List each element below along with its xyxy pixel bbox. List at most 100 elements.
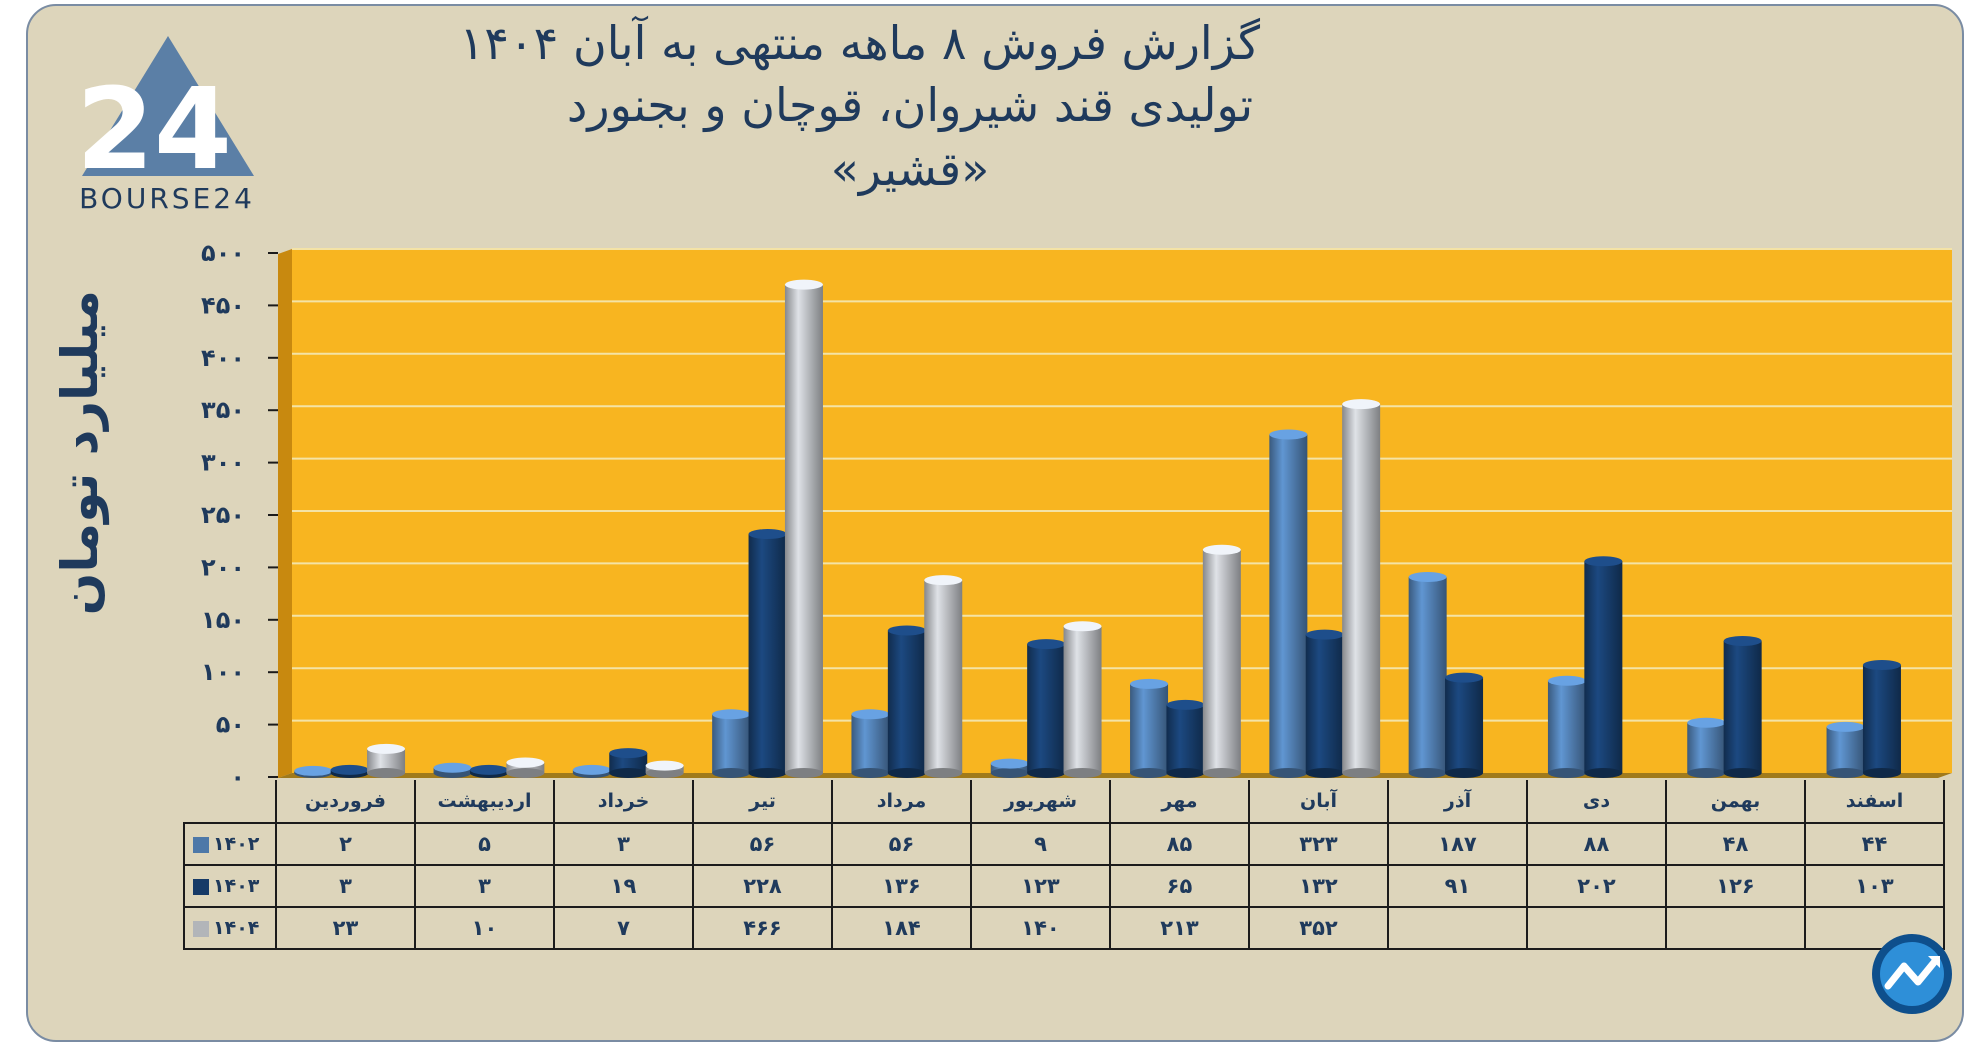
bar-body (712, 714, 751, 773)
data-cell: ۲ (275, 822, 416, 866)
data-cell: ۳۲۳ (1248, 822, 1389, 866)
bar-base (1305, 768, 1344, 778)
bar-body (1687, 722, 1726, 773)
data-cell: ۱۸۷ (1387, 822, 1528, 866)
bar-body (506, 762, 545, 773)
table-corner (184, 780, 277, 824)
bar-۱۴۰۴-3 (784, 279, 823, 778)
bar-base (784, 768, 823, 778)
bar-base (1723, 768, 1762, 778)
bar-base (609, 768, 648, 778)
data-cell: ۳ (414, 864, 555, 908)
bar-top (990, 758, 1029, 769)
bar-۱۴۰۳-4 (887, 625, 926, 778)
bar-base (1202, 768, 1241, 778)
month-label: مهر (1109, 780, 1250, 824)
bar-۱۴۰۳-5 (1027, 639, 1066, 778)
bar-body (1408, 577, 1447, 773)
bar-body (1723, 640, 1762, 773)
bar-۱۴۰۲-3 (712, 709, 751, 778)
bar-body (748, 534, 787, 773)
bar-top (506, 757, 545, 768)
bar-۱۴۰۴-2 (645, 760, 684, 778)
bar-۱۴۰۲-7 (1269, 429, 1308, 778)
data-cell: ۸۸ (1526, 822, 1667, 866)
data-cell: ۲۲۸ (692, 864, 833, 908)
bar-top (1027, 639, 1066, 650)
legend-label: ۱۴۰۲ (213, 833, 260, 855)
bar-۱۴۰۴-4 (924, 575, 963, 778)
data-cell: ۲۱۳ (1109, 906, 1250, 950)
bar-top (1305, 629, 1344, 640)
bar-body (924, 580, 963, 773)
bar-body (1269, 434, 1308, 773)
bar-body (1445, 677, 1484, 773)
legend-entry: ۱۴۰۴ (183, 906, 277, 950)
bar-base (1687, 768, 1726, 778)
y-tick-label: ۳۰۰ (201, 449, 245, 477)
bar-top (1723, 635, 1762, 646)
bar-base (924, 768, 963, 778)
bar-body (887, 630, 926, 773)
bar-base (1027, 768, 1066, 778)
plot-floor (278, 773, 1952, 778)
bar-top (784, 279, 823, 290)
bar-base (1342, 768, 1381, 778)
data-cell: ۱۲۳ (970, 864, 1111, 908)
bourse24-logo: 24 (76, 36, 254, 195)
bar-top (924, 575, 963, 586)
data-cell (1387, 906, 1528, 950)
bar-۱۴۰۳-11 (1862, 660, 1901, 778)
bar-body (1202, 549, 1241, 773)
bar-top (1826, 721, 1865, 732)
bar-base (1826, 768, 1865, 778)
data-cell: ۴۴ (1804, 822, 1945, 866)
bar-top (1584, 556, 1623, 567)
bar-body (1862, 665, 1901, 773)
bar-top (1687, 717, 1726, 728)
bar-top (1269, 429, 1308, 440)
data-cell: ۱۳۲ (1248, 864, 1389, 908)
table-row: ۱۴۰۴ ۲۳ ۱۰ ۷ ۴۶۶ ۱۸۴ ۱۴۰ ۲۱۳ ۳۵۲ (183, 906, 1945, 950)
data-cell: ۱۸۴ (831, 906, 972, 950)
bar-۱۴۰۳-1 (469, 764, 508, 778)
title-line-2: تولیدی قند شیروان، قوچان و بجنورد (566, 78, 1254, 132)
bar-body (1063, 626, 1102, 773)
bar-top (330, 764, 369, 775)
month-label: آذر (1387, 780, 1528, 824)
bar-top (1547, 675, 1586, 686)
table-header-row: فروردین اردیبهشت خرداد تیر مرداد شهریور مهر آبا… (184, 780, 1945, 824)
bar-body (1584, 561, 1623, 773)
legend-swatch (193, 878, 209, 895)
bar-۱۴۰۴-1 (506, 757, 545, 778)
month-label: اردیبهشت (414, 780, 555, 824)
y-tick-label: ۴۰۰ (201, 344, 245, 372)
bar-۱۴۰۲-0 (294, 765, 333, 778)
bar-۱۴۰۳-7 (1305, 629, 1344, 778)
data-cell (1665, 906, 1806, 950)
bar-body (609, 753, 648, 773)
bar-base (1408, 768, 1447, 778)
bar-top (1408, 572, 1447, 583)
month-label: اسفند (1804, 780, 1945, 824)
month-label: فروردین (275, 780, 416, 824)
data-cell: ۱۰ (414, 906, 555, 950)
bar-base (1547, 768, 1586, 778)
y-tick-label: ۳۵۰ (201, 396, 245, 424)
data-cell: ۱۹ (553, 864, 694, 908)
bar-۱۴۰۲-9 (1547, 675, 1586, 778)
bar-۱۴۰۲-5 (990, 758, 1029, 778)
bar-top (1130, 678, 1169, 689)
bar-top (645, 760, 684, 771)
bar-top (433, 762, 472, 773)
data-cell: ۷ (553, 906, 694, 950)
y-tick-label: ۲۵۰ (201, 501, 245, 529)
title-line-3: «قشیر» (830, 142, 990, 196)
data-cell: ۵ (414, 822, 555, 866)
month-label: شهریور (970, 780, 1111, 824)
data-cell: ۳ (275, 864, 416, 908)
bar-base (1862, 768, 1901, 778)
bar-base (1166, 768, 1205, 778)
bar-body (784, 284, 823, 773)
data-cell: ۸۵ (1109, 822, 1250, 866)
